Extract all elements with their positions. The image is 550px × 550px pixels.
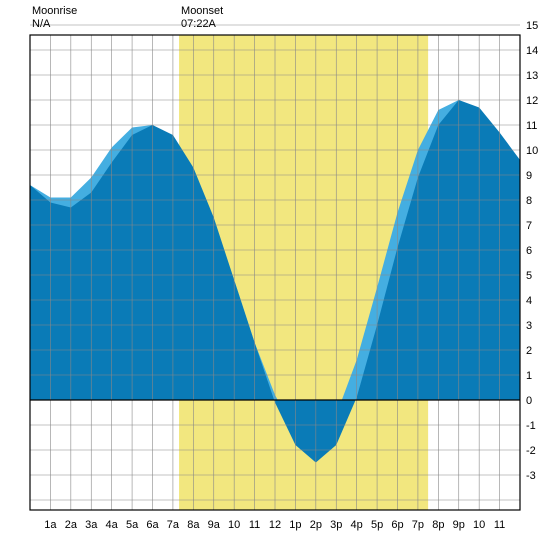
x-tick-label: 3p bbox=[330, 519, 342, 531]
x-tick-label: 1a bbox=[44, 519, 57, 531]
x-tick-label: 8p bbox=[432, 519, 444, 531]
x-tick-label: 9p bbox=[453, 519, 465, 531]
x-tick-label: 4a bbox=[106, 519, 119, 531]
x-tick-label: 2a bbox=[65, 519, 78, 531]
x-tick-label: 10 bbox=[473, 519, 485, 531]
x-tick-label: 8a bbox=[187, 519, 200, 531]
chart-svg: -3-2-101234567891011121314151a2a3a4a5a6a… bbox=[0, 0, 550, 550]
x-tick-label: 1p bbox=[289, 519, 301, 531]
header-title: Moonset bbox=[181, 5, 223, 17]
y-tick-label: 4 bbox=[526, 295, 532, 307]
y-tick-label: 10 bbox=[526, 145, 538, 157]
y-tick-label: -1 bbox=[526, 420, 536, 432]
x-tick-label: 6p bbox=[391, 519, 403, 531]
x-tick-label: 3a bbox=[85, 519, 98, 531]
y-tick-label: 8 bbox=[526, 195, 532, 207]
y-tick-label: -2 bbox=[526, 445, 536, 457]
y-tick-label: 15 bbox=[526, 20, 538, 32]
x-tick-label: 11 bbox=[494, 519, 505, 531]
y-tick-label: 1 bbox=[526, 370, 532, 382]
x-tick-label: 6a bbox=[146, 519, 159, 531]
y-tick-label: -3 bbox=[526, 470, 536, 482]
y-tick-label: 9 bbox=[526, 170, 532, 182]
header-title: Moonrise bbox=[32, 5, 77, 17]
x-tick-label: 2p bbox=[310, 519, 322, 531]
x-tick-label: 7a bbox=[167, 519, 180, 531]
y-tick-label: 0 bbox=[526, 395, 532, 407]
x-tick-label: 5p bbox=[371, 519, 383, 531]
y-tick-label: 3 bbox=[526, 320, 532, 332]
y-tick-label: 7 bbox=[526, 220, 532, 232]
x-tick-label: 11 bbox=[249, 519, 260, 531]
tide-chart: -3-2-101234567891011121314151a2a3a4a5a6a… bbox=[0, 0, 550, 550]
header-value: 07:22A bbox=[181, 18, 217, 30]
x-tick-label: 4p bbox=[351, 519, 363, 531]
y-tick-label: 13 bbox=[526, 70, 538, 82]
x-tick-label: 5a bbox=[126, 519, 139, 531]
y-tick-label: 11 bbox=[526, 120, 537, 132]
x-tick-label: 12 bbox=[269, 519, 281, 531]
y-tick-label: 12 bbox=[526, 95, 538, 107]
y-tick-label: 5 bbox=[526, 270, 532, 282]
y-tick-label: 14 bbox=[526, 45, 538, 57]
x-tick-label: 7p bbox=[412, 519, 424, 531]
x-tick-label: 9a bbox=[208, 519, 221, 531]
y-tick-label: 2 bbox=[526, 345, 532, 357]
y-tick-label: 6 bbox=[526, 245, 532, 257]
x-tick-label: 10 bbox=[228, 519, 240, 531]
header-value: N/A bbox=[32, 18, 51, 30]
